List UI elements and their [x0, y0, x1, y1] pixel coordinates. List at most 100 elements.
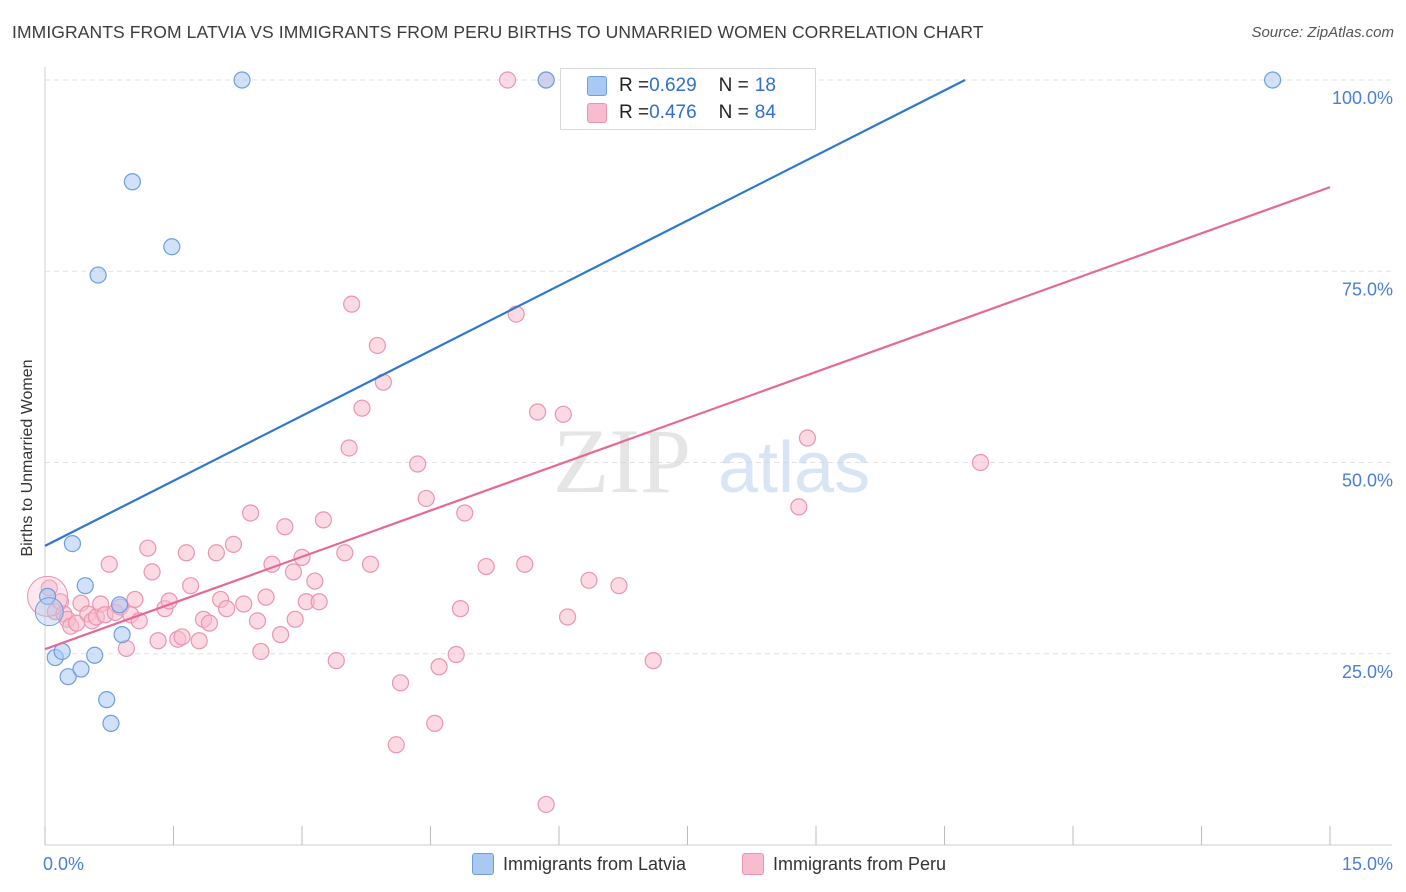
- peru-point: [336, 544, 354, 562]
- peru-point: [126, 590, 144, 609]
- latvia-point: [89, 266, 107, 284]
- peru-point: [284, 563, 303, 581]
- latvia-point: [59, 668, 77, 686]
- tick-labels: 100.0% 75.0% 50.0% 25.0% 0.0% 15.0%: [43, 88, 1393, 874]
- peru-point: [218, 600, 236, 618]
- latvia-point: [537, 71, 555, 89]
- latvia-point: [123, 173, 141, 191]
- peru-point: [173, 628, 191, 646]
- latvia-point: [233, 71, 251, 89]
- peru-point: [417, 489, 435, 508]
- peru-point: [235, 595, 253, 613]
- peru-point: [798, 429, 817, 447]
- peru-point: [426, 714, 444, 732]
- peru-point: [139, 539, 157, 557]
- peru-point: [537, 795, 555, 814]
- peru-point: [409, 455, 427, 473]
- peru-point: [143, 563, 161, 581]
- legend-item-latvia[interactable]: Immigrants from Latvia: [472, 851, 686, 877]
- series-peru-points: [27, 71, 990, 814]
- peru-point: [200, 614, 219, 632]
- peru-legend-swatch-icon: [742, 853, 764, 875]
- peru-point: [340, 439, 358, 457]
- y-tick-label: 50.0%: [1342, 471, 1393, 491]
- watermark-zip: ZIP: [553, 410, 691, 512]
- n-label: N =: [718, 75, 749, 96]
- peru-point: [790, 498, 808, 516]
- n-label: N =: [718, 102, 749, 123]
- stats-legend: R = 0.629 N = 18 R = 0.476 N = 84: [560, 68, 816, 130]
- peru-point: [353, 399, 371, 417]
- peru-point: [971, 453, 990, 472]
- latvia-swatch-icon: [587, 76, 607, 96]
- legend-label-latvia: Immigrants from Latvia: [503, 853, 687, 874]
- peru-point: [257, 588, 275, 606]
- r-value: 0.629: [649, 75, 697, 96]
- peru-point: [271, 626, 290, 644]
- peru-point: [451, 600, 470, 618]
- latvia-point: [63, 534, 82, 553]
- peru-point: [528, 403, 547, 421]
- peru-point: [447, 645, 465, 664]
- r-value: 0.476: [649, 102, 697, 123]
- stats-row-latvia: R = 0.629 N = 18: [587, 74, 776, 98]
- peru-point: [387, 736, 405, 754]
- n-value: 84: [754, 102, 776, 123]
- x-tick-label: 15.0%: [1342, 854, 1393, 874]
- latvia-point: [86, 646, 104, 664]
- peru-point: [644, 652, 662, 670]
- latvia-point: [76, 577, 94, 595]
- peru-point: [580, 571, 598, 589]
- latvia-trend-line: [44, 79, 966, 547]
- peru-point: [286, 610, 304, 628]
- y-tick-label: 100.0%: [1332, 88, 1393, 108]
- latvia-legend-swatch-icon: [472, 853, 494, 875]
- peru-point: [477, 557, 495, 576]
- peru-point: [314, 511, 333, 529]
- latvia-point: [98, 691, 116, 709]
- latvia-point: [1264, 71, 1282, 89]
- peru-point: [276, 518, 294, 536]
- y-tick-label: 75.0%: [1342, 279, 1393, 299]
- peru-point: [554, 405, 572, 423]
- peru-point: [207, 544, 225, 562]
- series-latvia-points: [34, 71, 1282, 732]
- peru-point: [610, 577, 628, 595]
- peru-point: [368, 336, 386, 355]
- r-label: R =: [619, 102, 650, 123]
- latvia-point: [110, 596, 129, 614]
- peru-swatch-icon: [587, 103, 607, 123]
- peru-point: [391, 674, 410, 692]
- trend-lines: [44, 79, 1331, 651]
- latvia-cluster-point: [34, 597, 64, 627]
- peru-point: [516, 555, 534, 573]
- legend-item-peru[interactable]: Immigrants from Peru: [742, 851, 946, 877]
- peru-point: [558, 608, 577, 626]
- peru-point: [456, 504, 474, 522]
- latvia-point: [163, 238, 181, 256]
- gridlines: [45, 79, 1392, 655]
- stats-row-peru: R = 0.476 N = 84: [587, 101, 776, 125]
- latvia-point: [102, 714, 120, 732]
- peru-point: [310, 593, 328, 611]
- peru-point: [182, 577, 200, 595]
- peru-point: [306, 572, 324, 590]
- y-tick-label: 25.0%: [1342, 662, 1393, 682]
- chart-title: IMMIGRANTS FROM LATVIA VS IMMIGRANTS FRO…: [12, 22, 984, 42]
- watermark: ZIP atlas: [553, 410, 870, 512]
- peru-point: [361, 555, 380, 573]
- peru-point: [224, 535, 243, 553]
- peru-point: [190, 632, 208, 650]
- peru-trend-line: [44, 186, 1331, 651]
- peru-point: [242, 504, 260, 522]
- latvia-point: [113, 626, 131, 644]
- r-label: R =: [619, 75, 650, 96]
- peru-point: [252, 642, 270, 661]
- latvia-point: [72, 660, 90, 678]
- source-label: Source: ZipAtlas.com: [1251, 24, 1394, 41]
- peru-point: [248, 612, 267, 630]
- peru-point: [327, 652, 345, 670]
- latvia-point: [38, 587, 57, 605]
- n-value: 18: [754, 75, 776, 96]
